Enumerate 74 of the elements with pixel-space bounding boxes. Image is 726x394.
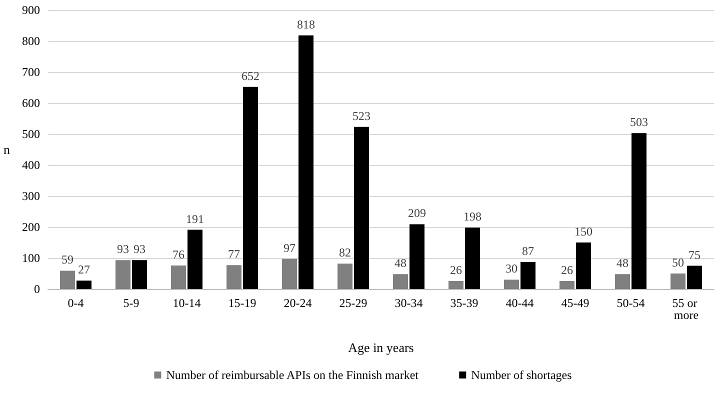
data-label: 48 — [394, 256, 406, 270]
y-tick-label: 300 — [22, 189, 40, 203]
x-tick-label: 20-24 — [284, 296, 312, 310]
bar — [670, 274, 686, 289]
bar — [338, 264, 352, 289]
data-label: 198 — [464, 210, 482, 224]
data-label: 150 — [574, 224, 592, 238]
x-tick-label: 45-49 — [561, 296, 590, 310]
bar — [116, 260, 130, 289]
x-tick-label: 50-54 — [616, 296, 645, 310]
bar — [76, 280, 92, 289]
y-tick-label: 500 — [22, 127, 40, 141]
data-label: 97 — [284, 240, 296, 255]
bar — [576, 242, 591, 289]
x-tick-label: 15-19 — [228, 296, 256, 310]
y-tick-label: 700 — [22, 65, 40, 79]
data-label: 87 — [522, 244, 534, 258]
y-tick-label: 0 — [34, 282, 40, 296]
data-label: 76 — [172, 247, 184, 262]
data-label: 27 — [78, 262, 90, 277]
x-tick-label: 55 or more — [672, 296, 700, 322]
data-label: 209 — [408, 206, 426, 220]
data-label: 652 — [242, 68, 260, 83]
y-tick-label: 900 — [22, 3, 40, 17]
data-label: 523 — [352, 108, 370, 123]
data-label: 30 — [506, 262, 518, 276]
bar — [226, 265, 242, 289]
bar — [448, 280, 464, 289]
data-label: 26 — [450, 262, 462, 277]
bar — [504, 280, 519, 289]
data-label: 818 — [297, 17, 315, 32]
bar — [393, 274, 408, 289]
data-label: 50 — [672, 256, 684, 270]
bar — [132, 260, 147, 289]
data-label: 26 — [561, 262, 573, 277]
data-label: 59 — [62, 252, 74, 267]
data-label: 48 — [616, 256, 628, 270]
bar — [188, 230, 202, 289]
bar — [298, 35, 314, 289]
y-tick-label: 400 — [22, 158, 40, 172]
data-label: 93 — [117, 242, 129, 256]
bar — [560, 280, 574, 289]
y-tick-label: 200 — [22, 220, 40, 234]
y-tick-label: 800 — [22, 34, 40, 48]
x-tick-label: 10-14 — [172, 296, 201, 310]
bar — [632, 133, 646, 289]
x-tick-label: 30-34 — [394, 296, 423, 310]
y-tick-label: 100 — [22, 251, 40, 265]
data-label: 503 — [630, 115, 648, 130]
bar — [687, 266, 702, 289]
x-tick-label: 25-29 — [339, 296, 368, 310]
x-tick-label: 0-4 — [68, 296, 84, 310]
x-tick-label: 35-39 — [450, 296, 478, 310]
bar — [243, 86, 258, 289]
legend-label: Number of shortages — [471, 368, 572, 382]
bar — [615, 274, 630, 289]
data-label: 191 — [186, 212, 204, 226]
legend-label: Number of reimbursable APIs on the Finnish market — [166, 368, 420, 382]
y-tick-label: 600 — [22, 96, 40, 110]
x-tick-label: 5-9 — [123, 296, 140, 310]
bar — [60, 270, 75, 289]
bar — [520, 262, 536, 289]
x-tick-label: 40-44 — [506, 296, 534, 310]
y-axis-title: n — [4, 142, 10, 157]
data-label: 77 — [228, 247, 240, 262]
data-label: 82 — [339, 246, 351, 260]
bar — [354, 126, 369, 289]
x-axis-title: Age in years — [348, 340, 414, 355]
data-label: 75 — [688, 248, 700, 262]
bar — [282, 258, 297, 289]
data-label: 93 — [134, 242, 146, 256]
bar — [410, 224, 424, 289]
bar — [171, 265, 186, 289]
bar — [465, 228, 480, 289]
